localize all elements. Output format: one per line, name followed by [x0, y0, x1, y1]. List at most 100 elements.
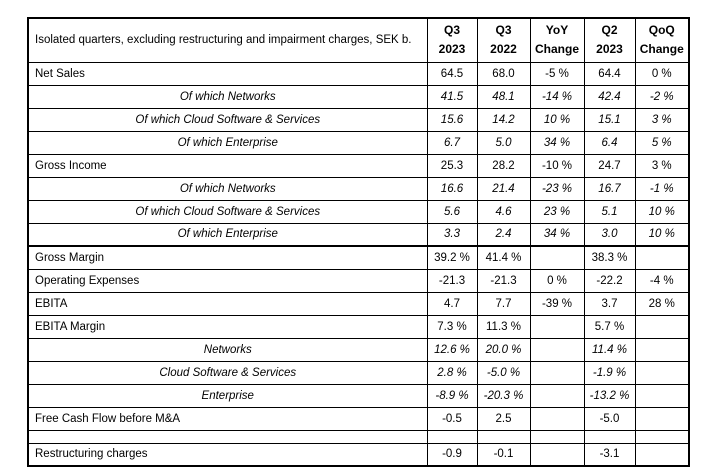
row-label: [27, 429, 428, 444]
value-cell: [583, 429, 636, 444]
table-row: Operating Expenses -21.3 -21.3 0 % -22.2 -4 %: [27, 268, 690, 293]
value-cell: 21.4: [476, 176, 531, 201]
value-cell: -8.9 %: [426, 383, 478, 408]
row-label: Free Cash Flow before M&A: [27, 406, 428, 431]
value-cell: [529, 314, 585, 339]
value-cell: 3 %: [634, 153, 690, 178]
value-cell: [634, 429, 690, 444]
spacer-row: [27, 429, 690, 444]
value-cell: 0 %: [529, 268, 585, 293]
value-cell: 4.7: [426, 291, 478, 316]
column-header-year: 2023: [596, 42, 623, 57]
table-row: Of which Cloud Software & Services 5.6 4.6…: [27, 199, 690, 224]
value-cell: [634, 383, 690, 408]
value-cell: 5 %: [634, 130, 690, 155]
value-cell: [529, 406, 585, 431]
value-cell: -13.2 %: [583, 383, 636, 408]
row-label: Enterprise: [27, 383, 428, 408]
value-cell: -4 %: [634, 268, 690, 293]
row-label: Cloud Software & Services: [27, 360, 428, 385]
row-label: Gross Margin: [27, 245, 428, 270]
value-cell: [634, 337, 690, 362]
row-label: EBITA: [27, 291, 428, 316]
table-row: Networks 12.6 % 20.0 % 11.4 %: [27, 337, 690, 362]
value-cell: [426, 429, 478, 444]
table-row: Gross Income 25.3 28.2 -10 % 24.7 3 %: [27, 153, 690, 178]
row-label: Of which Cloud Software & Services: [27, 199, 428, 224]
value-cell: 5.7 %: [583, 314, 636, 339]
value-cell: -5 %: [529, 61, 585, 86]
value-cell: 2.4: [476, 222, 531, 247]
value-cell: -0.9: [426, 442, 478, 467]
value-cell: 10 %: [529, 107, 585, 132]
value-cell: 42.4: [583, 84, 636, 109]
value-cell: -1.9 %: [583, 360, 636, 385]
value-cell: -20.3 %: [476, 383, 531, 408]
value-cell: 34 %: [529, 222, 585, 247]
value-cell: 20.0 %: [476, 337, 531, 362]
column-header-qoq-change: QoQ Change: [634, 17, 690, 63]
row-label: Of which Networks: [27, 176, 428, 201]
table-row: Enterprise -8.9 % -20.3 % -13.2 %: [27, 383, 690, 408]
value-cell: 14.2: [476, 107, 531, 132]
value-cell: 6.7: [426, 130, 478, 155]
table-body: Net Sales 64.5 68.0 -5 % 64.4 0 % Of which Net…: [27, 61, 690, 467]
value-cell: [634, 360, 690, 385]
table-row: Cloud Software & Services 2.8 % -5.0 % -1.9…: [27, 360, 690, 385]
value-cell: 15.6: [426, 107, 478, 132]
value-cell: 16.7: [583, 176, 636, 201]
value-cell: 5.6: [426, 199, 478, 224]
value-cell: 38.3 %: [583, 245, 636, 270]
row-label: Of which Enterprise: [27, 130, 428, 155]
value-cell: [529, 245, 585, 270]
value-cell: 3.7: [583, 291, 636, 316]
value-cell: 68.0: [476, 61, 531, 86]
value-cell: [634, 442, 690, 467]
column-header-q3-2022: Q3 2022: [476, 17, 531, 63]
value-cell: 64.5: [426, 61, 478, 86]
value-cell: 28 %: [634, 291, 690, 316]
value-cell: [476, 429, 531, 444]
value-cell: -2 %: [634, 84, 690, 109]
row-label: Net Sales: [27, 61, 428, 86]
value-cell: 5.1: [583, 199, 636, 224]
value-cell: -0.1: [476, 442, 531, 467]
value-cell: 0 %: [634, 61, 690, 86]
value-cell: [529, 383, 585, 408]
value-cell: 5.0: [476, 130, 531, 155]
value-cell: [634, 245, 690, 270]
column-header-year: 2023: [438, 42, 466, 57]
column-header-period: Q2: [601, 23, 618, 38]
row-label: Gross Income: [27, 153, 428, 178]
table-row: Gross Margin 39.2 % 41.4 % 38.3 %: [27, 245, 690, 270]
value-cell: 3 %: [634, 107, 690, 132]
column-header-q3-2023: Q3 2023: [426, 17, 478, 63]
value-cell: [529, 442, 585, 467]
value-cell: [529, 429, 585, 444]
value-cell: [529, 337, 585, 362]
column-header-period: Q3: [495, 23, 512, 38]
row-label: Operating Expenses: [27, 268, 428, 293]
table-row: Of which Enterprise 3.3 2.4 34 % 3.0 10 %: [27, 222, 690, 247]
value-cell: 41.4 %: [476, 245, 531, 270]
value-cell: 16.6: [426, 176, 478, 201]
value-cell: -3.1: [583, 442, 636, 467]
value-cell: 48.1: [476, 84, 531, 109]
table-title: Isolated quarters, excluding restructuri…: [27, 17, 428, 63]
value-cell: 10 %: [634, 222, 690, 247]
value-cell: 15.1: [583, 107, 636, 132]
table-row: Of which Networks 41.5 48.1 -14 % 42.4 -2 %: [27, 84, 690, 109]
column-header-period: QoQ: [648, 23, 675, 38]
value-cell: 39.2 %: [426, 245, 478, 270]
table-row: EBITA 4.7 7.7 -39 % 3.7 28 %: [27, 291, 690, 316]
value-cell: -0.5: [426, 406, 478, 431]
value-cell: -21.3: [476, 268, 531, 293]
value-cell: 2.5: [476, 406, 531, 431]
row-label: Of which Cloud Software & Services: [27, 107, 428, 132]
row-label: Of which Networks: [27, 84, 428, 109]
value-cell: 64.4: [583, 61, 636, 86]
row-label: EBITA Margin: [27, 314, 428, 339]
value-cell: 41.5: [426, 84, 478, 109]
column-header-year: Change: [534, 42, 579, 57]
